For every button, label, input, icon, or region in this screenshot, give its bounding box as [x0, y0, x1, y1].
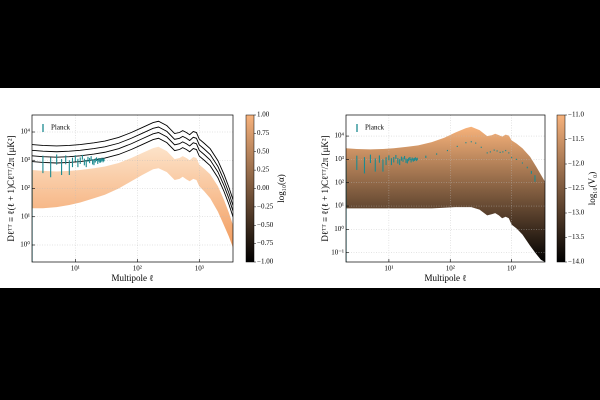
y-axis-label: Dℓᵀᵀ ≡ ℓ(ℓ + 1)Cℓᵀᵀ/2π [μK²] [6, 135, 16, 241]
legend-label: Planck [365, 124, 385, 132]
colorbar-tick-label: −11.0 [568, 111, 584, 119]
colorbar-tick-label: −12.0 [568, 160, 585, 168]
x-tick-label: 10¹ [71, 265, 80, 273]
x-tick-label: 10² [446, 265, 455, 273]
colorbar-tick-label: 0.25 [257, 166, 270, 174]
colorbar-tick-label: −12.5 [568, 184, 585, 192]
x-axis-label: Multipole ℓ [111, 273, 153, 283]
plot-area [32, 115, 233, 262]
colorbar-tick-label: −11.5 [568, 135, 584, 143]
colorbar-tick-label: −14.0 [568, 258, 585, 266]
x-tick-label: 10² [133, 265, 142, 273]
y-tick-label: 10² [335, 178, 344, 186]
colorbar-tick-label: −0.50 [257, 221, 274, 229]
plot-area [346, 115, 545, 262]
colorbar-tick-label: −0.75 [257, 239, 274, 247]
colorbar [556, 114, 566, 263]
colorbar-tick-label: 1.00 [257, 111, 270, 119]
model-band [346, 126, 545, 262]
colorbar-tick-label: 0.00 [257, 184, 270, 192]
model-curve [32, 132, 233, 212]
colorbar-label: log₁₀(α) [276, 174, 286, 203]
model-curve [32, 120, 233, 200]
axes-frame [345, 114, 546, 263]
x-tick-label: 10³ [507, 265, 516, 273]
y-tick-label: 10³ [335, 155, 344, 163]
x-axis-label: Multipole ℓ [424, 273, 466, 283]
y-tick-label: 10⁴ [21, 128, 31, 136]
y-tick-label: 10⁻¹ [331, 248, 344, 256]
y-tick-label: 10¹ [335, 202, 344, 210]
y-axis-label: Dℓᵀᵀ ≡ ℓ(ℓ + 1)Cℓᵀᵀ/2π [μK²] [320, 135, 330, 241]
y-tick-label: 10² [21, 184, 30, 192]
colorbar-tick-label: −0.25 [257, 202, 274, 210]
colorbar-label: log₁₀(V₀) [587, 172, 597, 205]
colorbar-tick-label: −13.5 [568, 233, 585, 241]
colorbar [245, 114, 255, 263]
colorbar-tick-label: −1.00 [257, 258, 274, 266]
y-tick-label: 10³ [21, 156, 30, 164]
x-tick-label: 10³ [195, 265, 204, 273]
y-tick-label: 10¹ [21, 212, 30, 220]
x-tick-label: 10¹ [384, 265, 393, 273]
legend-label: Planck [51, 124, 71, 132]
model-band [32, 146, 233, 248]
colorbar-tick-label: −13.0 [568, 209, 585, 217]
colorbar-tick-label: 0.50 [257, 147, 270, 155]
model-curve [32, 126, 233, 206]
y-tick-label: 10⁰ [334, 225, 344, 233]
y-tick-label: 10⁴ [335, 132, 345, 140]
y-tick-label: 10⁰ [20, 241, 30, 249]
colorbar-tick-label: 0.75 [257, 129, 270, 137]
